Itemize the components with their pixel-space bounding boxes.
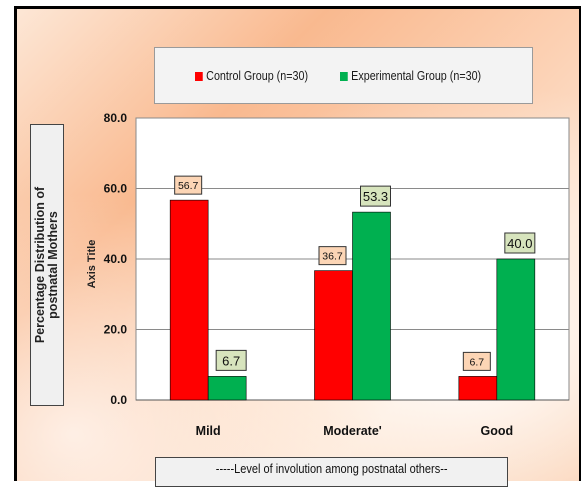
legend-item-control: Control Group (n=30)	[195, 67, 308, 85]
x-axis-title-box: -----Level of involution among postnatal…	[155, 457, 508, 487]
data-label-experimental: 40.0	[507, 236, 532, 251]
x-tick-label: Moderate'	[323, 424, 382, 438]
y-axis-title: Axis Title	[86, 240, 98, 289]
data-label-experimental: 6.7	[222, 353, 240, 368]
data-label-box-experimental	[504, 232, 536, 254]
data-label-experimental: 53.3	[363, 189, 388, 204]
bar-control	[458, 376, 498, 401]
bar-experimental	[207, 376, 247, 401]
y-tick-label: 60.0	[104, 182, 128, 196]
data-label-control: 36.7	[322, 251, 343, 263]
y-axis-outer-title-box: Percentage Distribution of postnatal Mot…	[30, 124, 64, 406]
y-tick-label: 20.0	[104, 323, 128, 337]
legend-label-experimental: Experimental Group (n=30)	[351, 69, 482, 83]
x-tick-label: Good	[481, 424, 514, 438]
chart-legend: Control Group (n=30) Experimental Group …	[154, 47, 533, 104]
data-label-box-control	[174, 175, 203, 195]
y-tick-labels: 0.0 20.0 40.0 60.0 80.0	[104, 111, 128, 407]
x-tick-label: Mild	[196, 424, 221, 438]
legend-item-experimental: Experimental Group (n=30)	[340, 67, 481, 85]
data-label-box-control	[318, 246, 347, 266]
legend-swatch-control	[195, 71, 203, 81]
legend-label-control: Control Group (n=30)	[206, 69, 309, 83]
data-label-control: 6.7	[470, 356, 485, 368]
data-label-box-control	[462, 351, 491, 371]
y-tick-label: 40.0	[104, 252, 128, 266]
x-axis-title: -----Level of involution among postnatal…	[215, 462, 448, 476]
legend-swatch-experimental	[340, 71, 348, 81]
bar-experimental	[352, 211, 391, 401]
bars: 56.7 6.7 36.7 53.3 6.7 40.0	[169, 175, 536, 401]
data-label-box-experimental	[215, 349, 247, 371]
y-tick-label: 80.0	[104, 111, 128, 125]
x-tick-labels: Mild Moderate' Good	[196, 424, 513, 438]
bar-experimental	[496, 258, 536, 401]
data-label-box-experimental	[360, 185, 391, 207]
y-tick-label: 0.0	[110, 393, 127, 407]
bar-control	[314, 270, 353, 401]
data-label-control: 56.7	[178, 180, 199, 192]
bar-control	[169, 199, 209, 401]
